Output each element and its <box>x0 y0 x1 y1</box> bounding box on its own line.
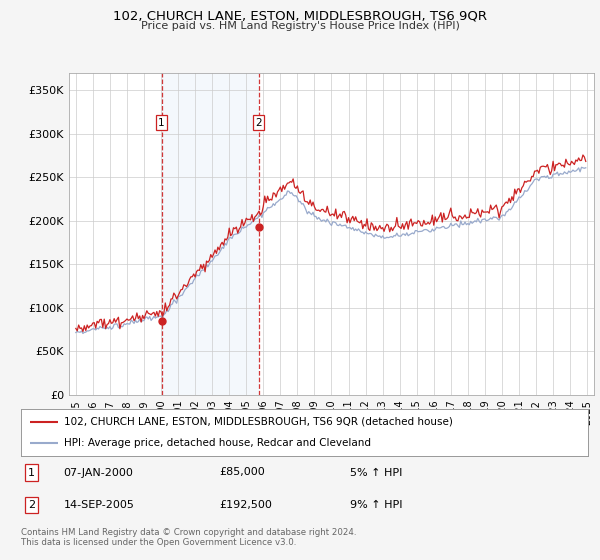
Text: HPI: Average price, detached house, Redcar and Cleveland: HPI: Average price, detached house, Redc… <box>64 438 371 448</box>
Text: 102, CHURCH LANE, ESTON, MIDDLESBROUGH, TS6 9QR (detached house): 102, CHURCH LANE, ESTON, MIDDLESBROUGH, … <box>64 417 452 427</box>
Text: 1: 1 <box>158 118 165 128</box>
Bar <box>161 73 259 395</box>
Text: £192,500: £192,500 <box>220 500 272 510</box>
Text: 5% ↑ HPI: 5% ↑ HPI <box>350 468 402 478</box>
Text: 2: 2 <box>255 118 262 128</box>
Text: 1: 1 <box>28 468 35 478</box>
Text: £85,000: £85,000 <box>220 468 265 478</box>
Text: 9% ↑ HPI: 9% ↑ HPI <box>350 500 403 510</box>
Text: 2: 2 <box>28 500 35 510</box>
Text: 07-JAN-2000: 07-JAN-2000 <box>64 468 133 478</box>
Text: Price paid vs. HM Land Registry's House Price Index (HPI): Price paid vs. HM Land Registry's House … <box>140 21 460 31</box>
Text: 102, CHURCH LANE, ESTON, MIDDLESBROUGH, TS6 9QR: 102, CHURCH LANE, ESTON, MIDDLESBROUGH, … <box>113 10 487 22</box>
Text: 14-SEP-2005: 14-SEP-2005 <box>64 500 134 510</box>
Text: Contains HM Land Registry data © Crown copyright and database right 2024.
This d: Contains HM Land Registry data © Crown c… <box>21 528 356 547</box>
